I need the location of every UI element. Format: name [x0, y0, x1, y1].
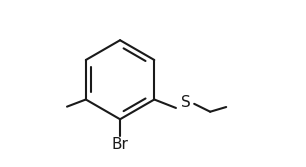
Text: Br: Br	[112, 137, 129, 152]
Text: S: S	[181, 95, 191, 110]
